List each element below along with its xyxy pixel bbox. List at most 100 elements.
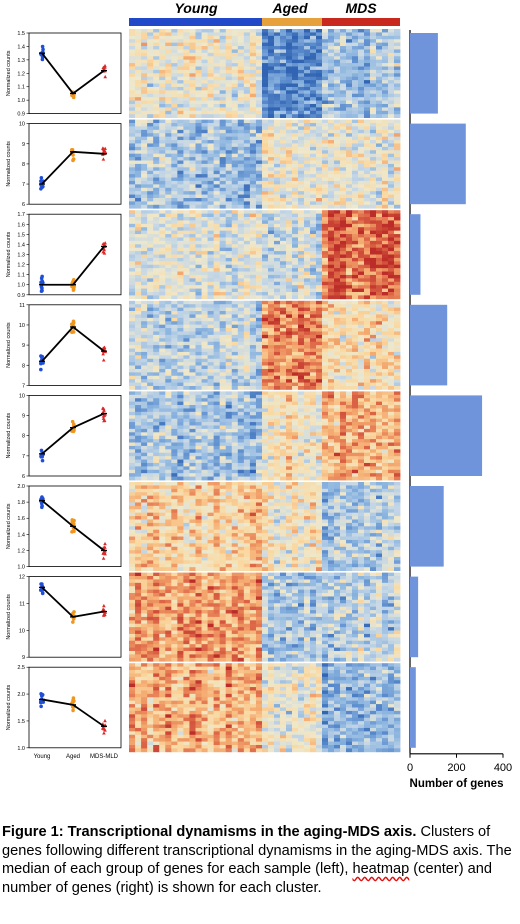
heatmap-cell — [243, 197, 251, 202]
heatmap-cell — [219, 170, 227, 175]
heatmap-cell — [201, 355, 208, 360]
heatmap-cell — [201, 59, 208, 64]
heatmap-cell — [207, 358, 215, 363]
heatmap-cell — [280, 271, 287, 276]
heatmap-cell — [346, 66, 353, 71]
heatmap-cell — [364, 210, 371, 215]
heatmap-cell — [201, 314, 208, 319]
heatmap-cell — [153, 345, 160, 349]
heatmap-cell — [334, 80, 341, 84]
heatmap-cell — [225, 35, 233, 40]
heatmap-cell — [394, 103, 401, 108]
heatmap-cell — [177, 295, 184, 300]
heatmap-cell — [129, 114, 136, 118]
data-point-mds — [103, 241, 107, 245]
heatmap-cell — [304, 304, 311, 309]
heatmap-cell — [135, 358, 142, 363]
heatmap-cell — [255, 93, 263, 98]
heatmap-cell — [225, 314, 233, 319]
heatmap-cell — [340, 73, 347, 78]
heatmap-cell — [183, 227, 190, 232]
heatmap-cell — [249, 42, 257, 47]
heatmap-cell — [135, 317, 142, 322]
heatmap-cell — [129, 93, 136, 98]
heatmap-cell — [171, 295, 178, 300]
heatmap-cell — [340, 107, 347, 112]
heatmap-cell — [189, 73, 196, 78]
heatmap-cell — [334, 133, 341, 138]
heatmap-cell — [243, 80, 251, 84]
heatmap-cell — [159, 177, 166, 182]
heatmap-cell — [370, 338, 377, 343]
heatmap-cell — [237, 285, 245, 289]
heatmap-cell — [382, 204, 389, 209]
heatmap-cell — [316, 197, 323, 202]
heatmap-cell — [340, 251, 347, 255]
heatmap-cell — [165, 177, 172, 182]
heatmap-cell — [262, 126, 269, 131]
heatmap-cell — [195, 240, 202, 245]
heatmap-cell — [310, 345, 317, 349]
heatmap-cell — [177, 97, 184, 101]
heatmap-cell — [159, 35, 166, 40]
heatmap-cell — [135, 268, 142, 272]
heatmap-cell — [183, 153, 190, 158]
heatmap-cell — [171, 281, 178, 286]
heatmap-cell — [189, 304, 196, 309]
heatmap-cell — [243, 123, 251, 127]
heatmap-cell — [129, 362, 136, 366]
heatmap-cell — [274, 119, 281, 124]
heatmap-cell — [340, 90, 347, 95]
heatmap-cell — [358, 348, 365, 353]
heatmap-cell — [249, 375, 257, 380]
heatmap-cell — [225, 210, 233, 215]
heatmap-cell — [165, 49, 172, 54]
heatmap-cell — [304, 129, 311, 134]
heatmap-cell — [153, 119, 160, 124]
heatmap-cell — [388, 93, 395, 98]
heatmap-cell — [370, 213, 377, 218]
heatmap-cell — [249, 143, 257, 148]
heatmap-cell — [274, 90, 281, 95]
heatmap-cell — [274, 191, 281, 195]
heatmap-cell — [298, 150, 305, 155]
heatmap-cell — [376, 80, 383, 84]
heatmap-cell — [304, 52, 311, 57]
heatmap-cell — [370, 382, 377, 387]
heatmap-cell — [165, 103, 172, 108]
heatmap-cell — [346, 63, 353, 67]
heatmap-cell — [225, 324, 233, 329]
heatmap-cell — [207, 157, 215, 161]
heatmap-cell — [213, 66, 221, 71]
heatmap-cell — [286, 223, 293, 228]
heatmap-cell — [304, 334, 311, 339]
heatmap-cell — [268, 143, 275, 148]
y-tick-label: 1.0 — [17, 283, 25, 289]
heatmap-cell — [286, 114, 293, 118]
heatmap-cell — [177, 317, 184, 322]
heatmap-cell — [183, 217, 190, 221]
heatmap-cell — [298, 177, 305, 182]
heatmap-cell — [207, 227, 215, 232]
heatmap-cell — [201, 160, 208, 165]
heatmap-cell — [364, 90, 371, 95]
heatmap-cell — [195, 324, 202, 329]
heatmap-cell — [171, 304, 178, 309]
heatmap-cell — [322, 274, 329, 279]
heatmap-cell — [189, 264, 196, 269]
heatmap-cell — [141, 382, 148, 387]
heatmap-cell — [255, 184, 263, 189]
heatmap-cell — [189, 237, 196, 242]
heatmap-cell — [135, 234, 142, 238]
heatmap-cell — [292, 150, 299, 155]
heatmap-cell — [346, 114, 353, 118]
heatmap-cell — [286, 291, 293, 296]
heatmap-cell — [141, 143, 148, 148]
heatmap-cell — [177, 385, 184, 390]
heatmap-cell — [334, 42, 341, 47]
heatmap-cell — [328, 220, 335, 225]
heatmap-cell — [171, 160, 178, 165]
heatmap-cell — [141, 90, 148, 95]
heatmap-cell — [280, 317, 287, 322]
